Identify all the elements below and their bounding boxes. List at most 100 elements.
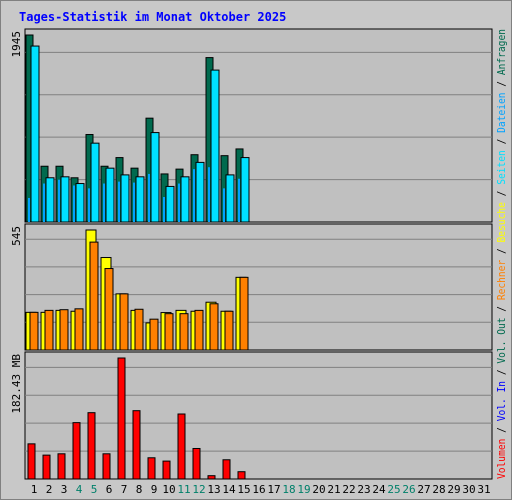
bar-dateien-day-5 — [90, 142, 100, 223]
day-label-14: 14 — [222, 483, 236, 496]
bar-volumen-day-8 — [132, 410, 141, 480]
day-label-1: 1 — [31, 483, 38, 496]
bar-seiten-day-6 — [103, 183, 105, 222]
bar-seiten-day-4 — [73, 185, 75, 222]
day-label-24: 24 — [372, 483, 386, 496]
bar-rechner-day-12 — [194, 309, 204, 351]
legend-item-vol-out: Vol. Out — [495, 317, 508, 363]
bar-volumen-day-11 — [177, 413, 186, 480]
bar-seiten-day-7 — [118, 181, 120, 222]
legend-separator: / — [495, 242, 508, 259]
bar-seiten-day-2 — [43, 183, 45, 222]
bar-dateien-day-9 — [150, 132, 160, 223]
bar-rechner-day-1 — [29, 311, 39, 351]
day-label-2: 2 — [46, 483, 53, 496]
panel-visits: 545 — [10, 223, 493, 351]
legend: Volumen / Vol. In / Vol. Out / Rechner /… — [495, 29, 508, 479]
bar-dateien-day-1 — [30, 45, 40, 223]
scale-label: 1945 — [10, 31, 23, 58]
bar-dateien-day-15 — [240, 157, 250, 223]
bar-dateien-day-4 — [75, 183, 85, 223]
plot-area — [24, 351, 493, 480]
day-label-23: 23 — [357, 483, 370, 496]
legend-separator: / — [495, 300, 508, 317]
day-label-18: 18 — [282, 483, 295, 496]
bar-volumen-day-15 — [237, 471, 246, 480]
bar-rechner-day-8 — [134, 308, 144, 351]
bar-rechner-day-9 — [149, 318, 159, 351]
day-label-4: 4 — [76, 483, 83, 496]
bar-dateien-day-10 — [165, 185, 175, 223]
day-label-16: 16 — [252, 483, 265, 496]
bar-dateien-day-3 — [60, 176, 70, 223]
bar-volumen-day-10 — [162, 460, 171, 480]
chart-title: Tages-Statistik im Monat Oktober 2025 — [19, 10, 286, 24]
legend-item-besuche: Besuche — [495, 202, 508, 242]
bar-volumen-day-5 — [87, 412, 96, 480]
bar-dateien-day-8 — [135, 176, 145, 223]
day-label-22: 22 — [342, 483, 355, 496]
panel-requests: 1945 — [10, 28, 493, 223]
day-label-15: 15 — [237, 483, 250, 496]
bar-rechner-day-6 — [104, 268, 114, 351]
bar-volumen-day-12 — [192, 447, 201, 480]
day-label-26: 26 — [402, 483, 415, 496]
bar-seiten-day-1 — [28, 197, 30, 222]
bar-rechner-day-15 — [239, 276, 249, 351]
day-label-13: 13 — [207, 483, 220, 496]
panel-volume: 182.43 MB — [10, 351, 493, 480]
bar-rechner-day-11 — [179, 313, 189, 351]
bar-seiten-day-9 — [148, 173, 150, 222]
bar-volumen-day-4 — [72, 422, 81, 480]
legend-separator: / — [495, 133, 508, 150]
legend-item-vol-in: Vol. In — [495, 381, 508, 421]
bar-seiten-day-8 — [133, 182, 135, 222]
scale-label: 182.43 MB — [10, 354, 23, 414]
bar-volumen-day-6 — [102, 453, 111, 480]
legend-item-rechner: Rechner — [495, 259, 508, 300]
day-label-30: 30 — [462, 483, 475, 496]
day-label-17: 17 — [267, 483, 280, 496]
legend-item-dateien: Dateien — [495, 92, 508, 132]
bar-rechner-day-3 — [59, 309, 69, 351]
bar-volumen-day-14 — [222, 459, 231, 480]
day-label-3: 3 — [61, 483, 68, 496]
day-label-8: 8 — [136, 483, 143, 496]
scale-label: 545 — [10, 226, 23, 246]
bar-dateien-day-11 — [180, 176, 190, 223]
bar-dateien-day-14 — [225, 174, 235, 223]
bar-dateien-day-6 — [105, 167, 115, 223]
bar-volumen-day-2 — [42, 454, 51, 480]
bar-rechner-day-7 — [119, 293, 129, 351]
bar-seiten-day-10 — [163, 197, 165, 222]
bar-volumen-day-3 — [57, 453, 66, 480]
day-label-31: 31 — [477, 483, 490, 496]
day-label-10: 10 — [162, 483, 175, 496]
bar-rechner-day-4 — [74, 308, 84, 351]
day-label-7: 7 — [121, 483, 128, 496]
day-label-19: 19 — [297, 483, 310, 496]
legend-item-seiten: Seiten — [495, 150, 508, 185]
day-label-21: 21 — [327, 483, 340, 496]
day-label-27: 27 — [417, 483, 430, 496]
day-label-5: 5 — [91, 483, 98, 496]
bar-volumen-day-1 — [27, 443, 36, 480]
bar-seiten-day-5 — [88, 188, 90, 222]
bar-dateien-day-13 — [210, 69, 220, 223]
bar-seiten-day-3 — [58, 179, 60, 222]
bar-dateien-day-2 — [45, 177, 55, 223]
bar-rechner-day-10 — [164, 313, 174, 351]
bar-rechner-day-13 — [209, 303, 219, 351]
day-label-29: 29 — [447, 483, 460, 496]
legend-separator: / — [495, 185, 508, 202]
legend-item-anfragen: Anfragen — [495, 29, 508, 75]
bar-rechner-day-5 — [89, 241, 99, 351]
day-label-12: 12 — [192, 483, 205, 496]
day-label-20: 20 — [312, 483, 325, 496]
bar-rechner-day-2 — [44, 309, 54, 351]
legend-separator: / — [495, 421, 508, 438]
legend-item-volumen: Volumen — [495, 439, 508, 479]
bar-seiten-day-12 — [193, 169, 195, 222]
legend-separator: / — [495, 364, 508, 381]
